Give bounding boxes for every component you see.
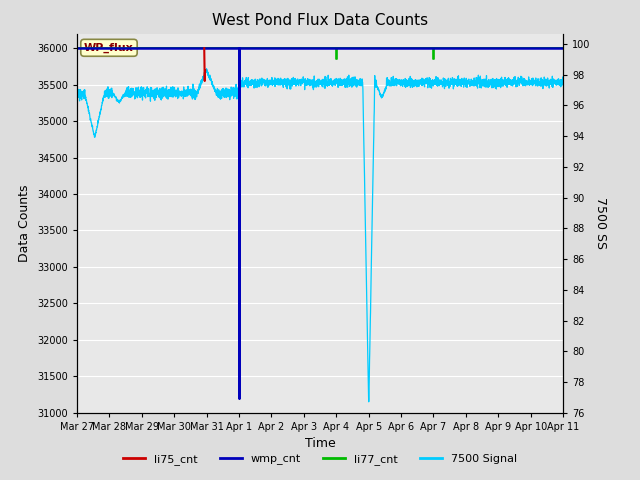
X-axis label: Time: Time: [305, 437, 335, 450]
Legend: li75_cnt, wmp_cnt, li77_cnt, 7500 Signal: li75_cnt, wmp_cnt, li77_cnt, 7500 Signal: [118, 450, 522, 469]
Y-axis label: Data Counts: Data Counts: [19, 184, 31, 262]
Title: West Pond Flux Data Counts: West Pond Flux Data Counts: [212, 13, 428, 28]
Text: WP_flux: WP_flux: [84, 43, 134, 53]
Y-axis label: 7500 SS: 7500 SS: [595, 197, 607, 249]
